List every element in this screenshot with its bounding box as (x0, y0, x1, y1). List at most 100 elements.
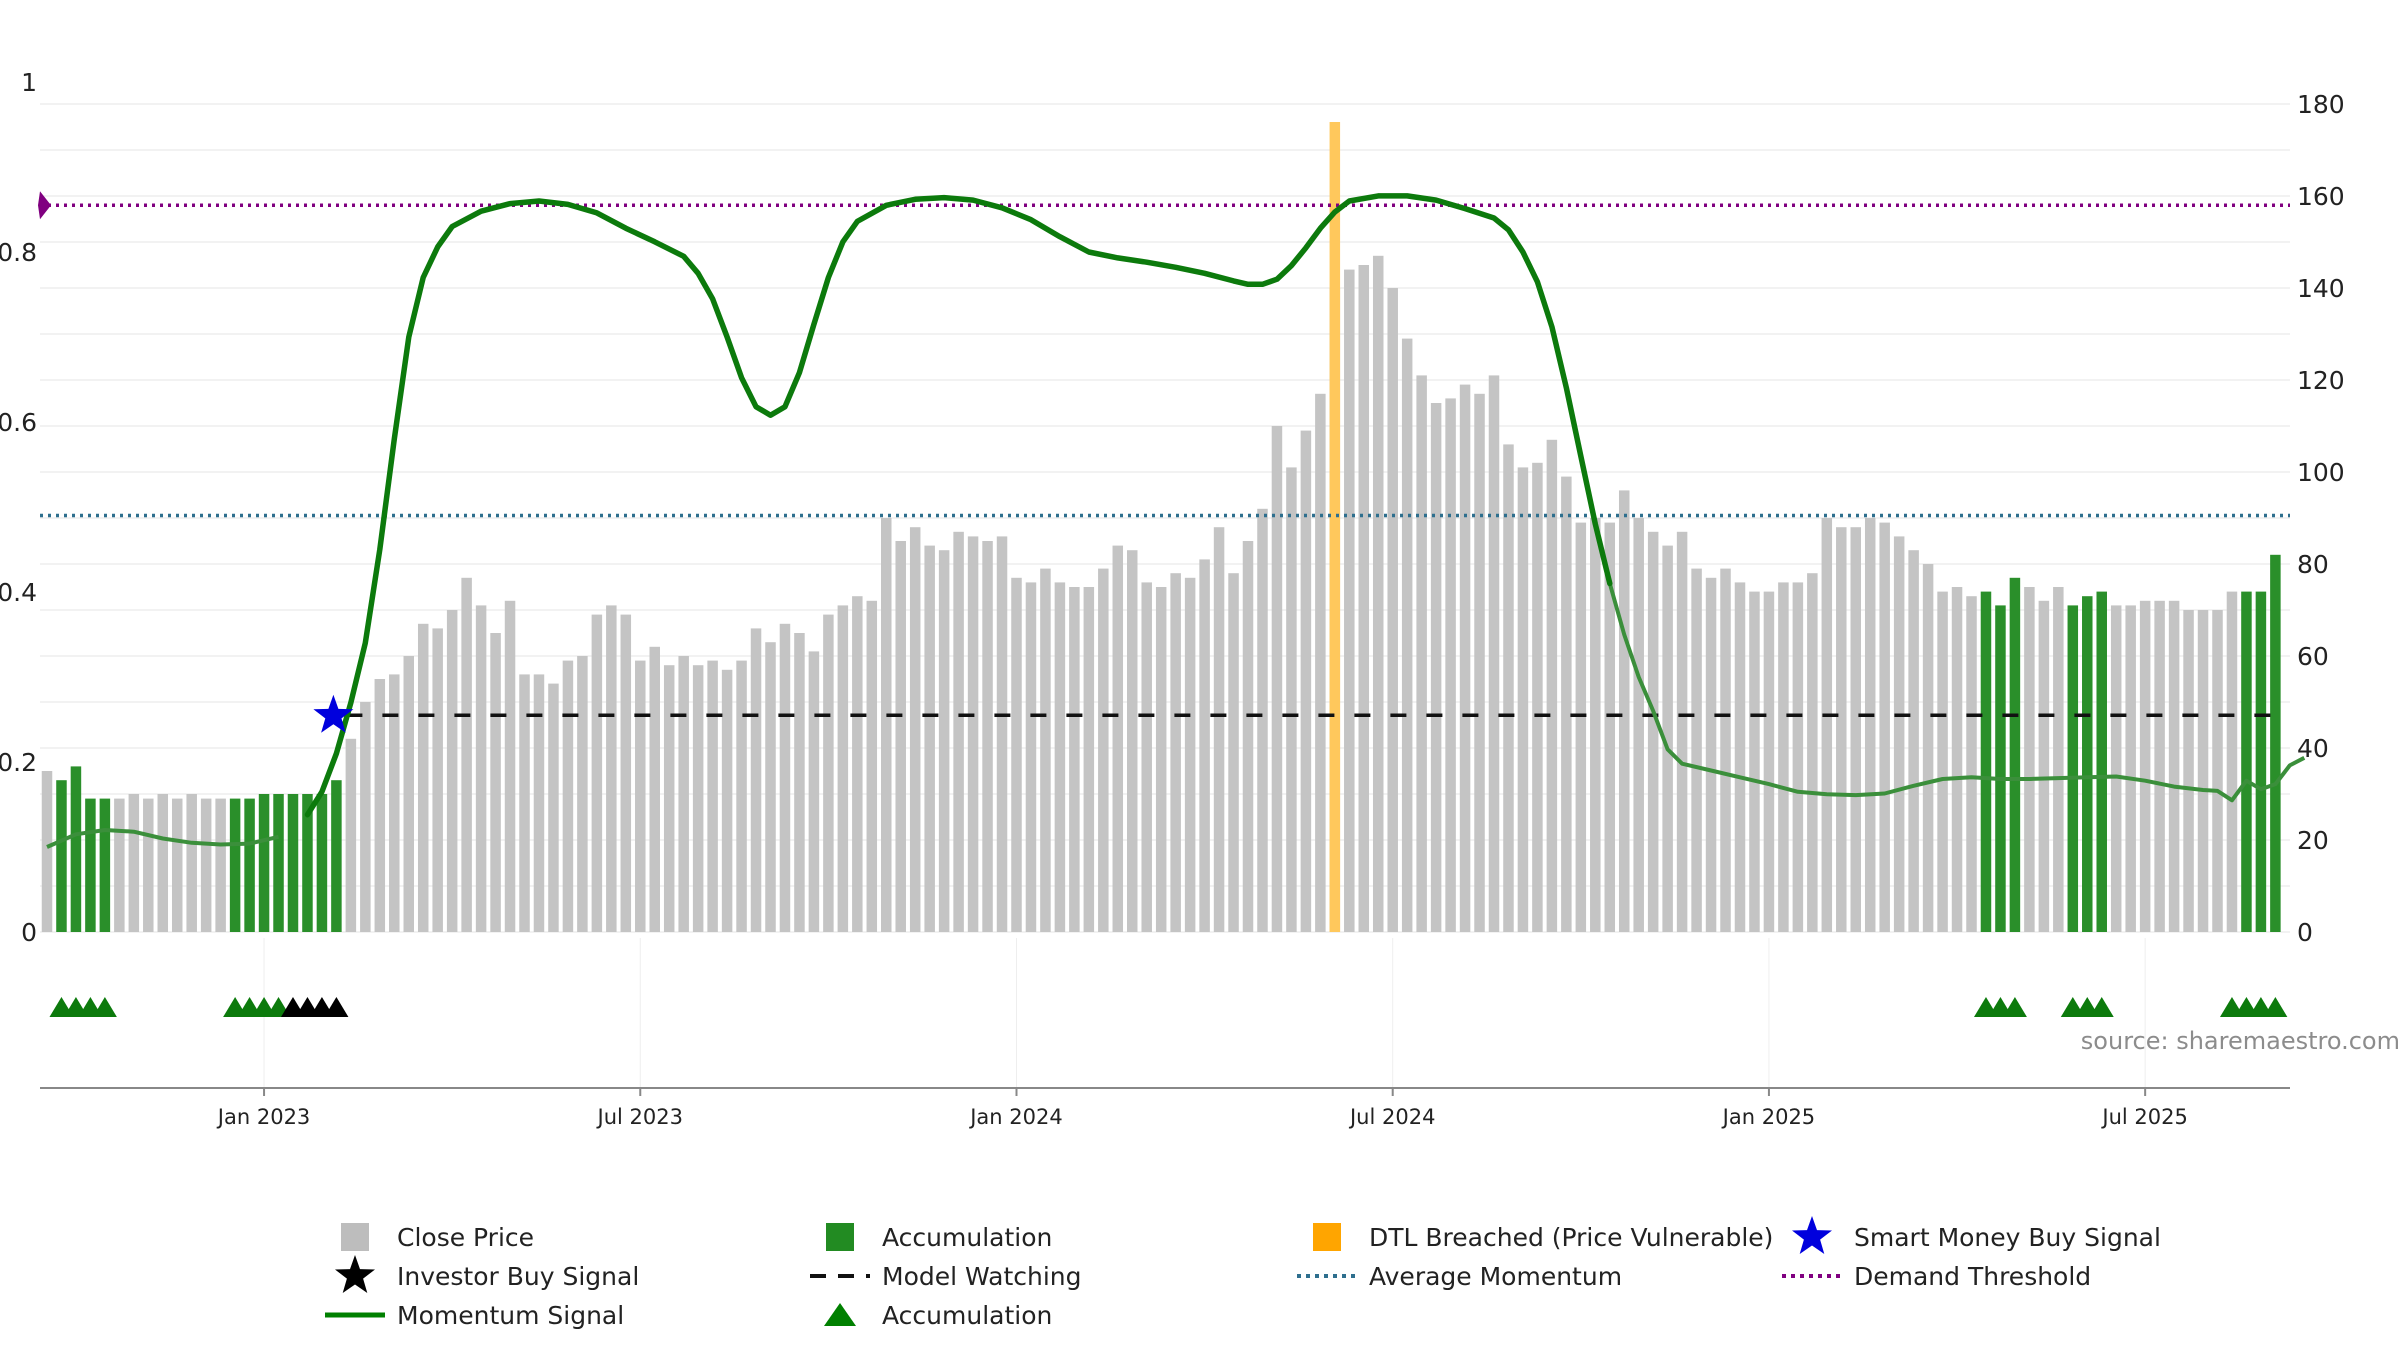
close-price-bar (1011, 577, 1022, 932)
close-price-bar (1792, 582, 1804, 932)
close-price-bar (1315, 393, 1326, 932)
close-price-bar (1300, 430, 1312, 932)
x-tick-label: Jan 2024 (968, 1105, 1063, 1129)
left-tick-label: 0.4 (0, 578, 37, 607)
right-tick-label: 80 (2297, 550, 2329, 579)
close-price-bar (1676, 531, 1688, 932)
close-price-bar (577, 656, 588, 932)
right-tick-label: 0 (2297, 918, 2313, 947)
close-price-bar (360, 702, 371, 932)
close-price-bar (1199, 559, 1210, 932)
left-tick-label: 0.6 (0, 408, 37, 437)
close-price-bar (504, 600, 516, 932)
close-price-bar (215, 798, 226, 932)
accumulation-bar (302, 794, 313, 932)
demand-threshold-marker (38, 191, 51, 220)
legend-label: Accumulation (882, 1223, 1052, 1252)
close-price-bar (1430, 403, 1442, 932)
momentum-signal-line-faded (46, 828, 279, 849)
close-price-bar (924, 545, 935, 932)
close-price-bar (881, 518, 892, 932)
momentum-signal-line (304, 193, 1613, 818)
close-price-bar (157, 794, 169, 932)
close-price-bar (171, 798, 183, 932)
legend-label: Investor Buy Signal (397, 1262, 639, 1291)
close-price-bar (794, 633, 805, 932)
close-price-bar (852, 596, 863, 932)
left-tick-label: 0.2 (0, 748, 37, 777)
close-price-bar (1705, 577, 1717, 932)
close-price-bar (1546, 439, 1558, 932)
close-price-bar (533, 674, 545, 932)
close-price-bar (1387, 288, 1398, 932)
close-price-bar (2053, 587, 2064, 932)
close-price-bar (692, 665, 704, 932)
accumulation-bar (2082, 596, 2093, 932)
axes: 0 0.2 0.4 0.6 0.8 1 0 20 40 60 80 100 120 140 160 180 Ja… (0, 68, 2345, 1129)
x-tick-label: Jul 2023 (596, 1105, 683, 1129)
signal-markers (49, 694, 2288, 1017)
close-price-bar (1372, 255, 1384, 933)
close-price-bar (389, 674, 400, 932)
legend-item: Close Price (341, 1223, 534, 1252)
close-price-bar (1286, 467, 1297, 932)
close-price-bar (403, 656, 414, 932)
accumulation-bar (2241, 591, 2252, 932)
legend-item: Average Momentum (1297, 1262, 1622, 1291)
legend-label: Close Price (397, 1223, 534, 1252)
close-price-bar (2183, 610, 2194, 932)
left-tick-label: 1 (21, 68, 37, 97)
close-price-bar (2154, 600, 2165, 932)
close-price-bar (2110, 605, 2122, 932)
close-price-bar (461, 577, 472, 932)
legend-label: DTL Breached (Price Vulnerable) (1369, 1223, 1773, 1252)
close-price-bar (1184, 577, 1196, 932)
close-price-bar (2125, 605, 2136, 932)
close-price-bar (1228, 573, 1239, 932)
close-price-bar (1141, 582, 1152, 932)
legend-item: Smart Money Buy Signal (1792, 1216, 2161, 1254)
close-price-bar (1662, 545, 1673, 932)
close-price-bar (967, 536, 979, 932)
close-price-bar (200, 798, 212, 932)
accumulation-bar (258, 794, 270, 932)
close-price-bar (1474, 393, 1485, 932)
close-price-bar (1604, 522, 1616, 932)
source-label: source: sharemaestro.com (2081, 1027, 2400, 1055)
close-price-bar (446, 610, 458, 932)
accumulation-triangle (2002, 997, 2027, 1017)
close-price-bar (1040, 568, 1051, 932)
close-price-bar (909, 527, 921, 932)
close-price-bar (1749, 591, 1760, 932)
close-price-bar (1416, 375, 1427, 932)
close-price-bar (1098, 568, 1109, 932)
close-price-bar (707, 660, 718, 932)
close-price-bar (1112, 545, 1124, 932)
close-price-bar (1836, 527, 1847, 932)
right-tick-label: 140 (2297, 274, 2345, 303)
close-price-bar (2139, 600, 2151, 932)
close-price-bar (620, 614, 632, 932)
close-price-bar (548, 683, 559, 932)
legend-item: Accumulation (824, 1301, 1052, 1330)
close-price-bar (1778, 582, 1789, 932)
close-price-bar (895, 541, 906, 932)
close-price-bar (2226, 591, 2238, 932)
smart-money-buy-star (313, 694, 354, 733)
close-price-bar (1908, 550, 1919, 932)
legend-item: Model Watching (810, 1262, 1082, 1291)
accumulation-triangle (2263, 997, 2288, 1017)
close-price-bar (1922, 564, 1934, 932)
close-price-bar (591, 614, 603, 932)
right-tick-label: 160 (2297, 182, 2345, 211)
x-tick-label: Jan 2023 (216, 1105, 311, 1129)
close-price-bar (1807, 573, 1818, 932)
close-price-bar (1083, 587, 1095, 932)
close-price-bar (1720, 568, 1731, 932)
close-price-bar (1069, 587, 1080, 932)
accumulation-bar (2270, 554, 2281, 932)
close-price-bar (2038, 600, 2050, 932)
close-price-bar (1850, 527, 1861, 932)
accumulation-bar (1980, 591, 1992, 932)
accumulation-bar (85, 798, 96, 932)
